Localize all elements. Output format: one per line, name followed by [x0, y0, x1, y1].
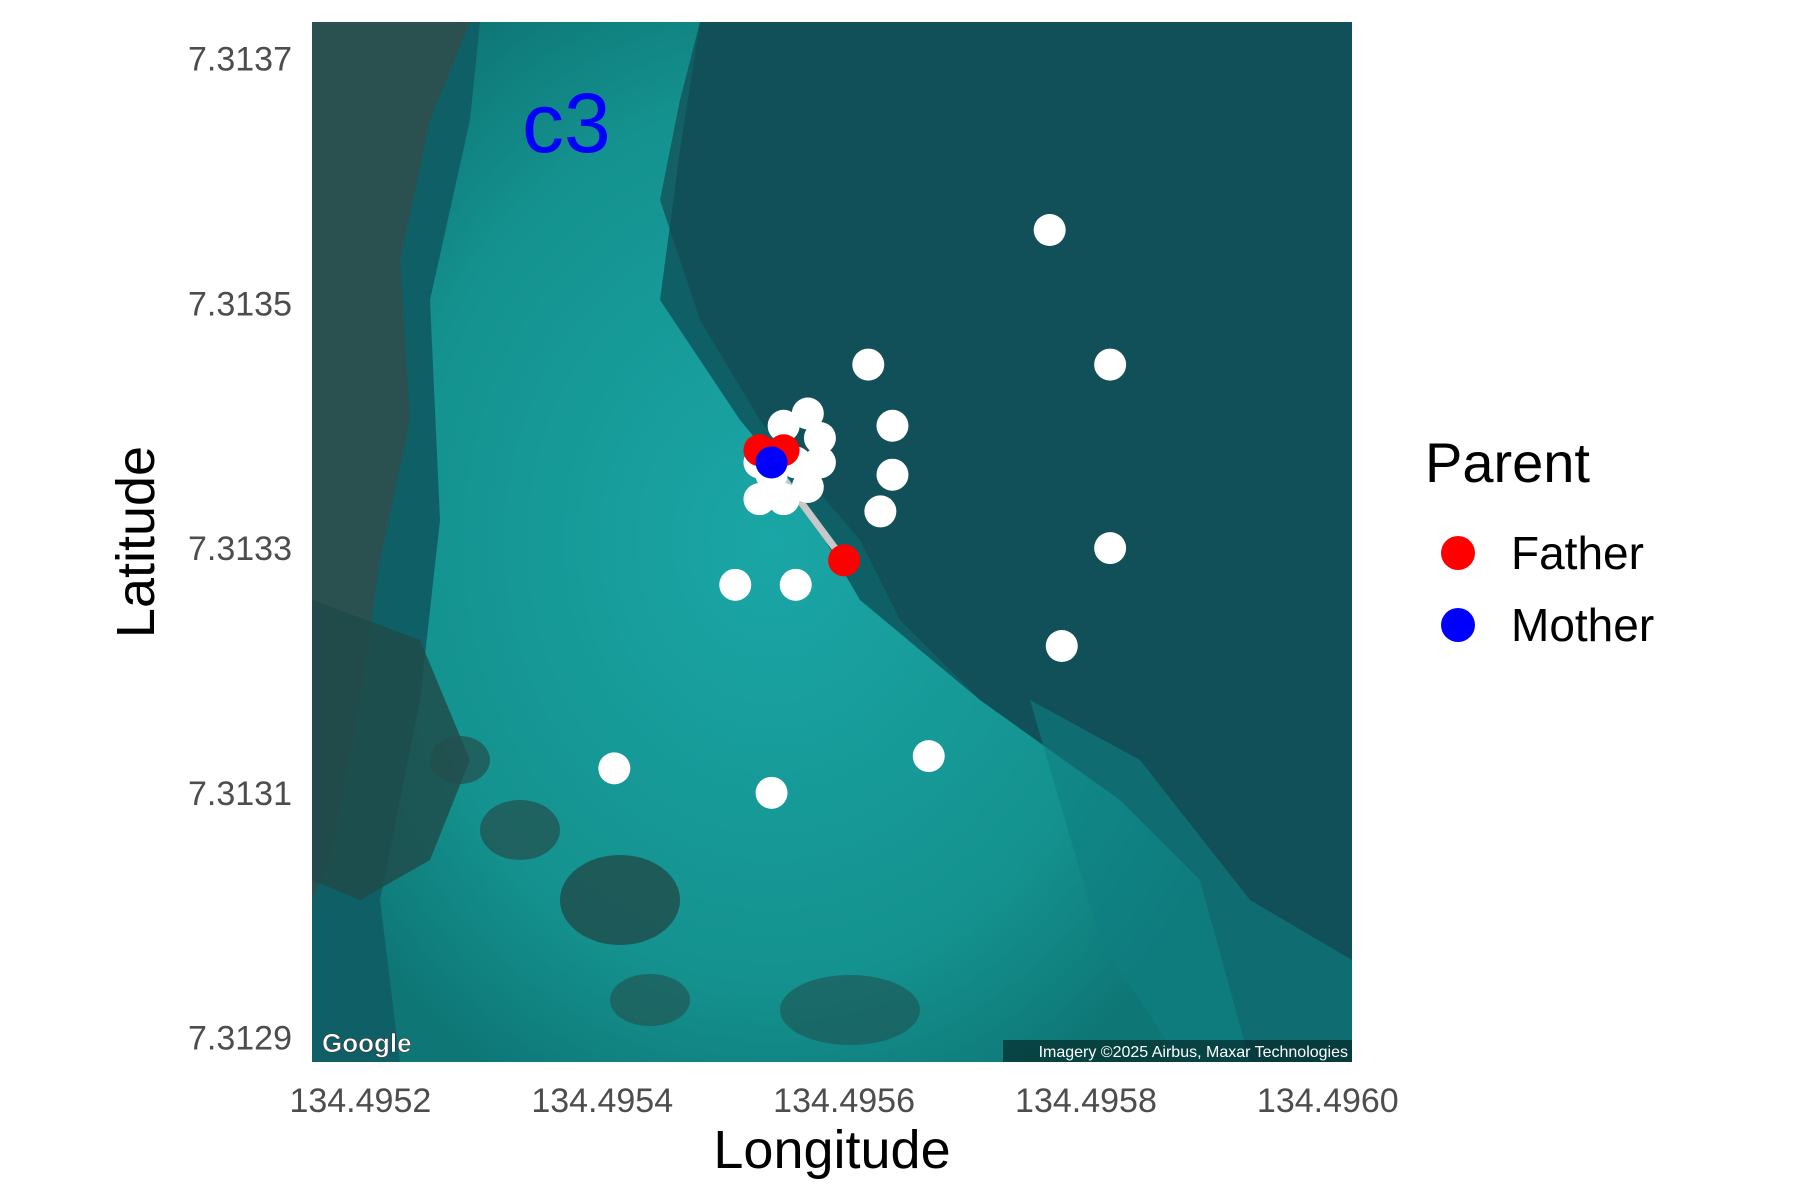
father-point — [828, 544, 861, 577]
offspring-point — [1033, 214, 1066, 246]
x-axis-ticks: 134.4952 134.4954 134.4956 134.4958 134.4960 — [289, 1082, 1398, 1120]
offspring-point — [803, 422, 836, 454]
offspring-point — [864, 495, 897, 528]
panel-label: c3 — [522, 76, 611, 170]
offspring-point — [1094, 348, 1127, 381]
x-tick-label: 134.4952 — [289, 1082, 431, 1120]
offspring-point — [719, 568, 752, 601]
y-axis-ticks: 7.3129 7.3131 7.3133 7.3135 7.3137 — [188, 41, 292, 1058]
imagery-attribution: Imagery ©2025 Airbus, Maxar Technologies — [1039, 1044, 1348, 1061]
offspring-point — [876, 458, 909, 491]
mother-point — [755, 446, 788, 479]
offspring-point — [743, 483, 776, 516]
legend: Parent Father Mother — [1425, 430, 1755, 661]
offspring-point — [1045, 630, 1078, 662]
y-tick-label: 7.3135 — [188, 285, 292, 323]
x-tick-label: 134.4954 — [531, 1082, 673, 1120]
offspring-point — [779, 568, 812, 601]
legend-item-mother: Mother — [1425, 589, 1755, 661]
offspring-point — [876, 409, 909, 442]
offspring-point — [767, 409, 800, 442]
legend-title: Parent — [1425, 431, 1590, 494]
y-tick-label: 7.3131 — [188, 775, 292, 813]
x-tick-label: 134.4956 — [773, 1082, 915, 1120]
offspring-point — [852, 348, 885, 381]
offspring-point — [755, 776, 788, 809]
offspring-point — [912, 740, 945, 773]
y-axis-title: Latitude — [106, 446, 166, 638]
google-logo: Google — [322, 1028, 412, 1058]
offspring-point — [1094, 532, 1127, 565]
legend-item-father: Father — [1425, 517, 1755, 589]
y-tick-label: 7.3129 — [188, 1020, 292, 1058]
attribution-bg — [1003, 1040, 1352, 1062]
offspring-point — [598, 752, 631, 785]
y-tick-label: 7.3137 — [188, 41, 292, 79]
offspring-point — [791, 397, 824, 430]
father-legend-swatch — [1441, 536, 1475, 570]
satellite-basemap — [312, 22, 1352, 1062]
legend-label-father: Father — [1511, 527, 1644, 579]
y-tick-label: 7.3133 — [188, 530, 292, 568]
offspring-point — [767, 483, 800, 516]
offspring-point — [803, 446, 836, 479]
plot-area — [598, 214, 1127, 809]
legend-label-mother: Mother — [1511, 599, 1655, 651]
mother-layer — [755, 446, 788, 479]
x-axis-title: Longitude — [713, 1120, 950, 1180]
offspring-point — [791, 470, 824, 503]
x-tick-label: 134.4960 — [1257, 1082, 1399, 1120]
mother-legend-swatch — [1441, 608, 1475, 642]
x-tick-label: 134.4958 — [1015, 1082, 1157, 1120]
